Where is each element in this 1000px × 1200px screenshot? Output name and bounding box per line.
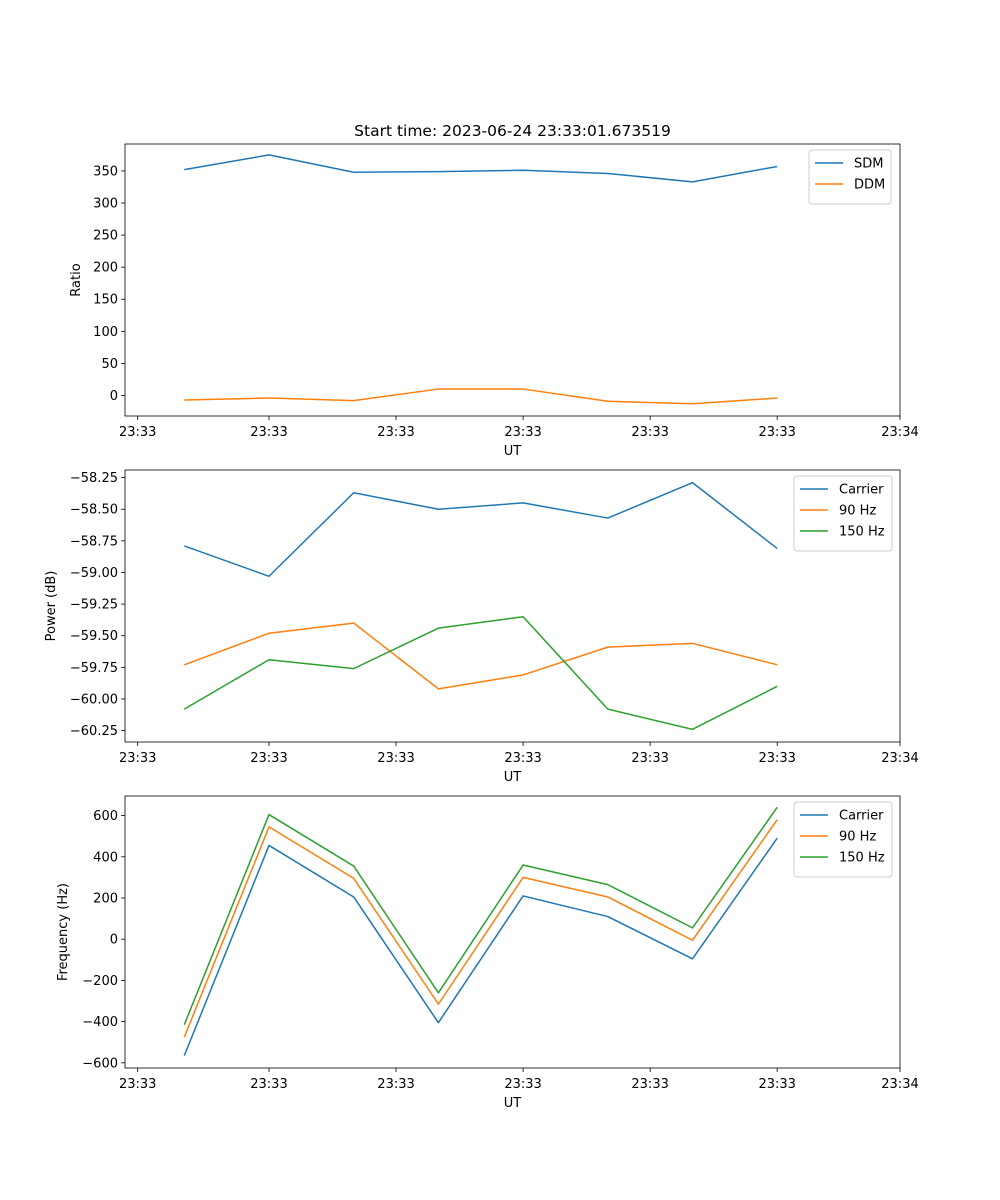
y-tick-label: −59.00 [70, 566, 118, 581]
y-tick-label: −59.50 [70, 629, 118, 644]
x-tick-label: 23:33 [504, 751, 541, 766]
y-tick-label: 350 [93, 164, 118, 179]
y-axis-label: Power (dB) [44, 571, 59, 642]
x-tick-label: 23:33 [119, 425, 156, 440]
subplot-2: 23:33 23:33 23:33 23:33 23:33 23:33 23:34 −60.2… [44, 469, 919, 785]
series-line-carrier [184, 481, 778, 578]
x-tick-label: 23:33 [250, 1077, 287, 1092]
chart-title: Start time: 2023-06-24 23:33:01.673519 [354, 122, 671, 140]
legend: Carrier 90 Hz 150 Hz [793, 475, 893, 552]
y-tick-label: 250 [93, 229, 118, 244]
series-line-150-hz [183, 806, 778, 1026]
legend-label: SDM [854, 157, 883, 172]
y-tick-label: 0 [110, 933, 118, 948]
y-tick-label: −59.75 [70, 661, 118, 676]
series-line-sdm [184, 154, 778, 183]
x-tick-label: 23:34 [881, 425, 918, 440]
series-line-ddm [184, 388, 778, 405]
y-tick-label: −58.75 [70, 534, 118, 549]
y-tick-label: 50 [101, 357, 118, 372]
y-tick-label: 200 [93, 892, 118, 907]
x-tick-label: 23:33 [119, 751, 156, 766]
legend-label: 90 Hz [839, 504, 876, 519]
y-axis-label: Ratio [69, 263, 84, 296]
legend-label: 90 Hz [839, 830, 876, 845]
y-tick-label: −60.00 [70, 692, 118, 707]
x-tick-label: 23:33 [250, 425, 287, 440]
x-tick-label: 23:33 [631, 1077, 668, 1092]
y-tick-label: 400 [93, 850, 118, 865]
x-axis-label: UT [504, 770, 522, 785]
y-tick-label: −58.50 [70, 503, 118, 518]
y-tick-label: −58.25 [70, 471, 118, 486]
axes-frame [124, 795, 901, 1069]
x-tick-label: 23:33 [631, 425, 668, 440]
x-tick-label: 23:33 [504, 425, 541, 440]
y-tick-label: −59.25 [70, 598, 118, 613]
x-tick-label: 23:33 [250, 751, 287, 766]
y-axis-label: Frequency (Hz) [56, 883, 71, 981]
y-tick-label: −60.25 [70, 724, 118, 739]
legend-label: Carrier [839, 483, 884, 498]
series-line-90-hz [184, 622, 778, 690]
subplot-1: 23:33 23:33 23:33 23:33 23:33 23:33 23:34 0 50 10… [69, 122, 919, 459]
series-line-150-hz [183, 616, 778, 731]
legend-box [793, 801, 893, 878]
y-tick-label: −600 [82, 1056, 118, 1071]
legend-label: 150 Hz [839, 525, 885, 540]
x-tick-label: 23:33 [377, 751, 414, 766]
y-tick-label: 600 [93, 809, 118, 824]
x-tick-label: 23:33 [377, 425, 414, 440]
y-tick-label: −200 [82, 974, 118, 989]
x-tick-label: 23:33 [758, 751, 795, 766]
legend-box [793, 475, 893, 552]
series-line-90-hz [183, 819, 778, 1038]
series-line-carrier [183, 837, 778, 1056]
y-tick-label: 150 [93, 293, 118, 308]
y-tick-label: 300 [93, 197, 118, 212]
x-axis-label: UT [504, 1096, 522, 1111]
legend: SDM DDM [808, 149, 892, 205]
y-tick-label: 200 [93, 261, 118, 276]
x-tick-label: 23:33 [377, 1077, 414, 1092]
x-tick-label: 23:33 [504, 1077, 541, 1092]
x-tick-label: 23:34 [881, 751, 918, 766]
y-tick-label: −400 [82, 1015, 118, 1030]
y-tick-label: 0 [110, 389, 118, 404]
x-tick-label: 23:33 [758, 425, 795, 440]
y-tick-label: 100 [93, 325, 118, 340]
x-tick-label: 23:33 [119, 1077, 156, 1092]
x-tick-label: 23:33 [631, 751, 668, 766]
legend-label: Carrier [839, 809, 884, 824]
x-tick-label: 23:33 [758, 1077, 795, 1092]
x-tick-label: 23:34 [881, 1077, 918, 1092]
legend-label: 150 Hz [839, 851, 885, 866]
axes-frame [124, 469, 901, 743]
legend: Carrier 90 Hz 150 Hz [793, 801, 893, 878]
subplot-3: 23:33 23:33 23:33 23:33 23:33 23:33 23:34 −600 −… [56, 795, 919, 1111]
x-axis-label: UT [504, 444, 522, 459]
legend-label: DDM [854, 178, 885, 193]
axes-frame [124, 143, 901, 417]
